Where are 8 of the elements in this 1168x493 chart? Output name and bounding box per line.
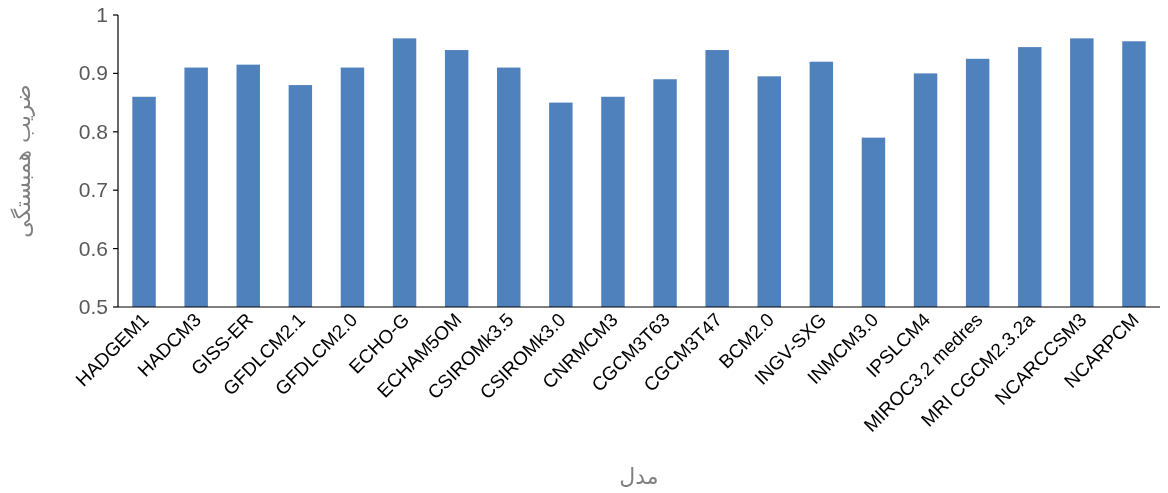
y-tick-label: 0.7 (78, 178, 108, 202)
y-tick-label: 0.9 (78, 61, 108, 85)
y-tick-label: 1 (96, 3, 108, 26)
y-tick-label: 0.6 (78, 236, 108, 260)
y-tick-label: 0.8 (78, 119, 108, 143)
y-axis-title: ضریب همبستگی (10, 84, 35, 238)
y-tick-label: 0.5 (78, 295, 108, 318)
x-axis-title: مدل (619, 464, 659, 489)
